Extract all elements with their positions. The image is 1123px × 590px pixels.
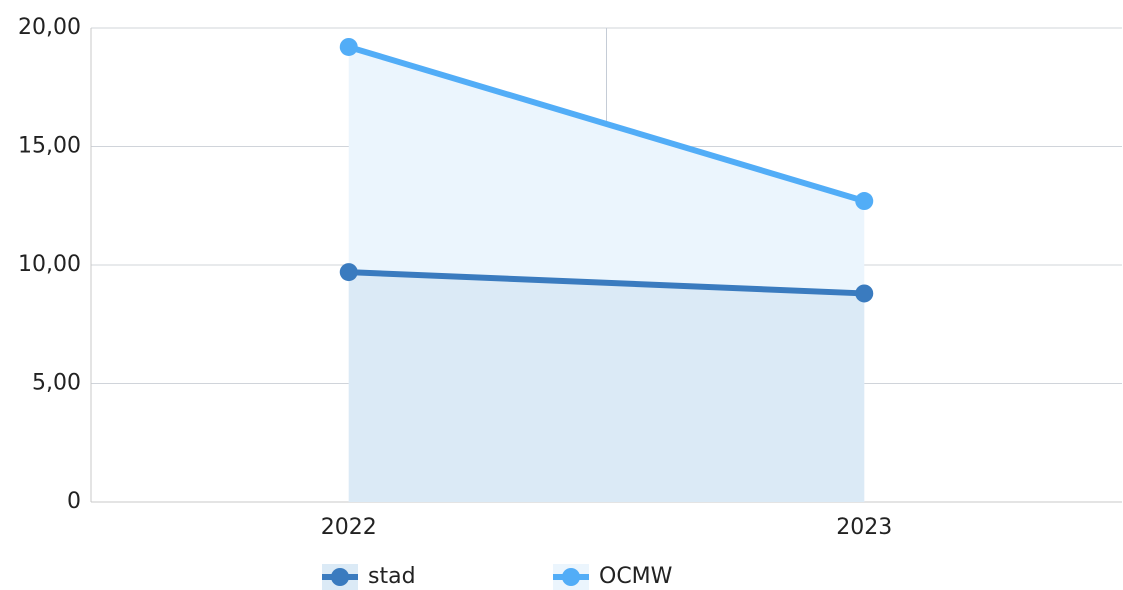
area [348, 272, 865, 502]
x-tick-label: 2022 [321, 515, 377, 540]
x-tick-label: 2023 [836, 515, 892, 540]
point [855, 284, 874, 303]
y-tick-label: 10,00 [18, 252, 81, 277]
line [347, 44, 866, 204]
legend-label: stad [368, 564, 416, 589]
y-tick-label: 20,00 [18, 15, 81, 40]
legend-label: OCMW [599, 564, 673, 589]
y-tick-label: 5,00 [32, 371, 81, 396]
point [339, 263, 358, 282]
point [855, 192, 874, 211]
y-tick-label: 0 [67, 489, 81, 514]
y-tick-label: 15,00 [18, 134, 81, 159]
line [348, 269, 865, 297]
point [339, 37, 358, 56]
legend-marker [331, 568, 349, 586]
legend-marker [562, 568, 580, 586]
